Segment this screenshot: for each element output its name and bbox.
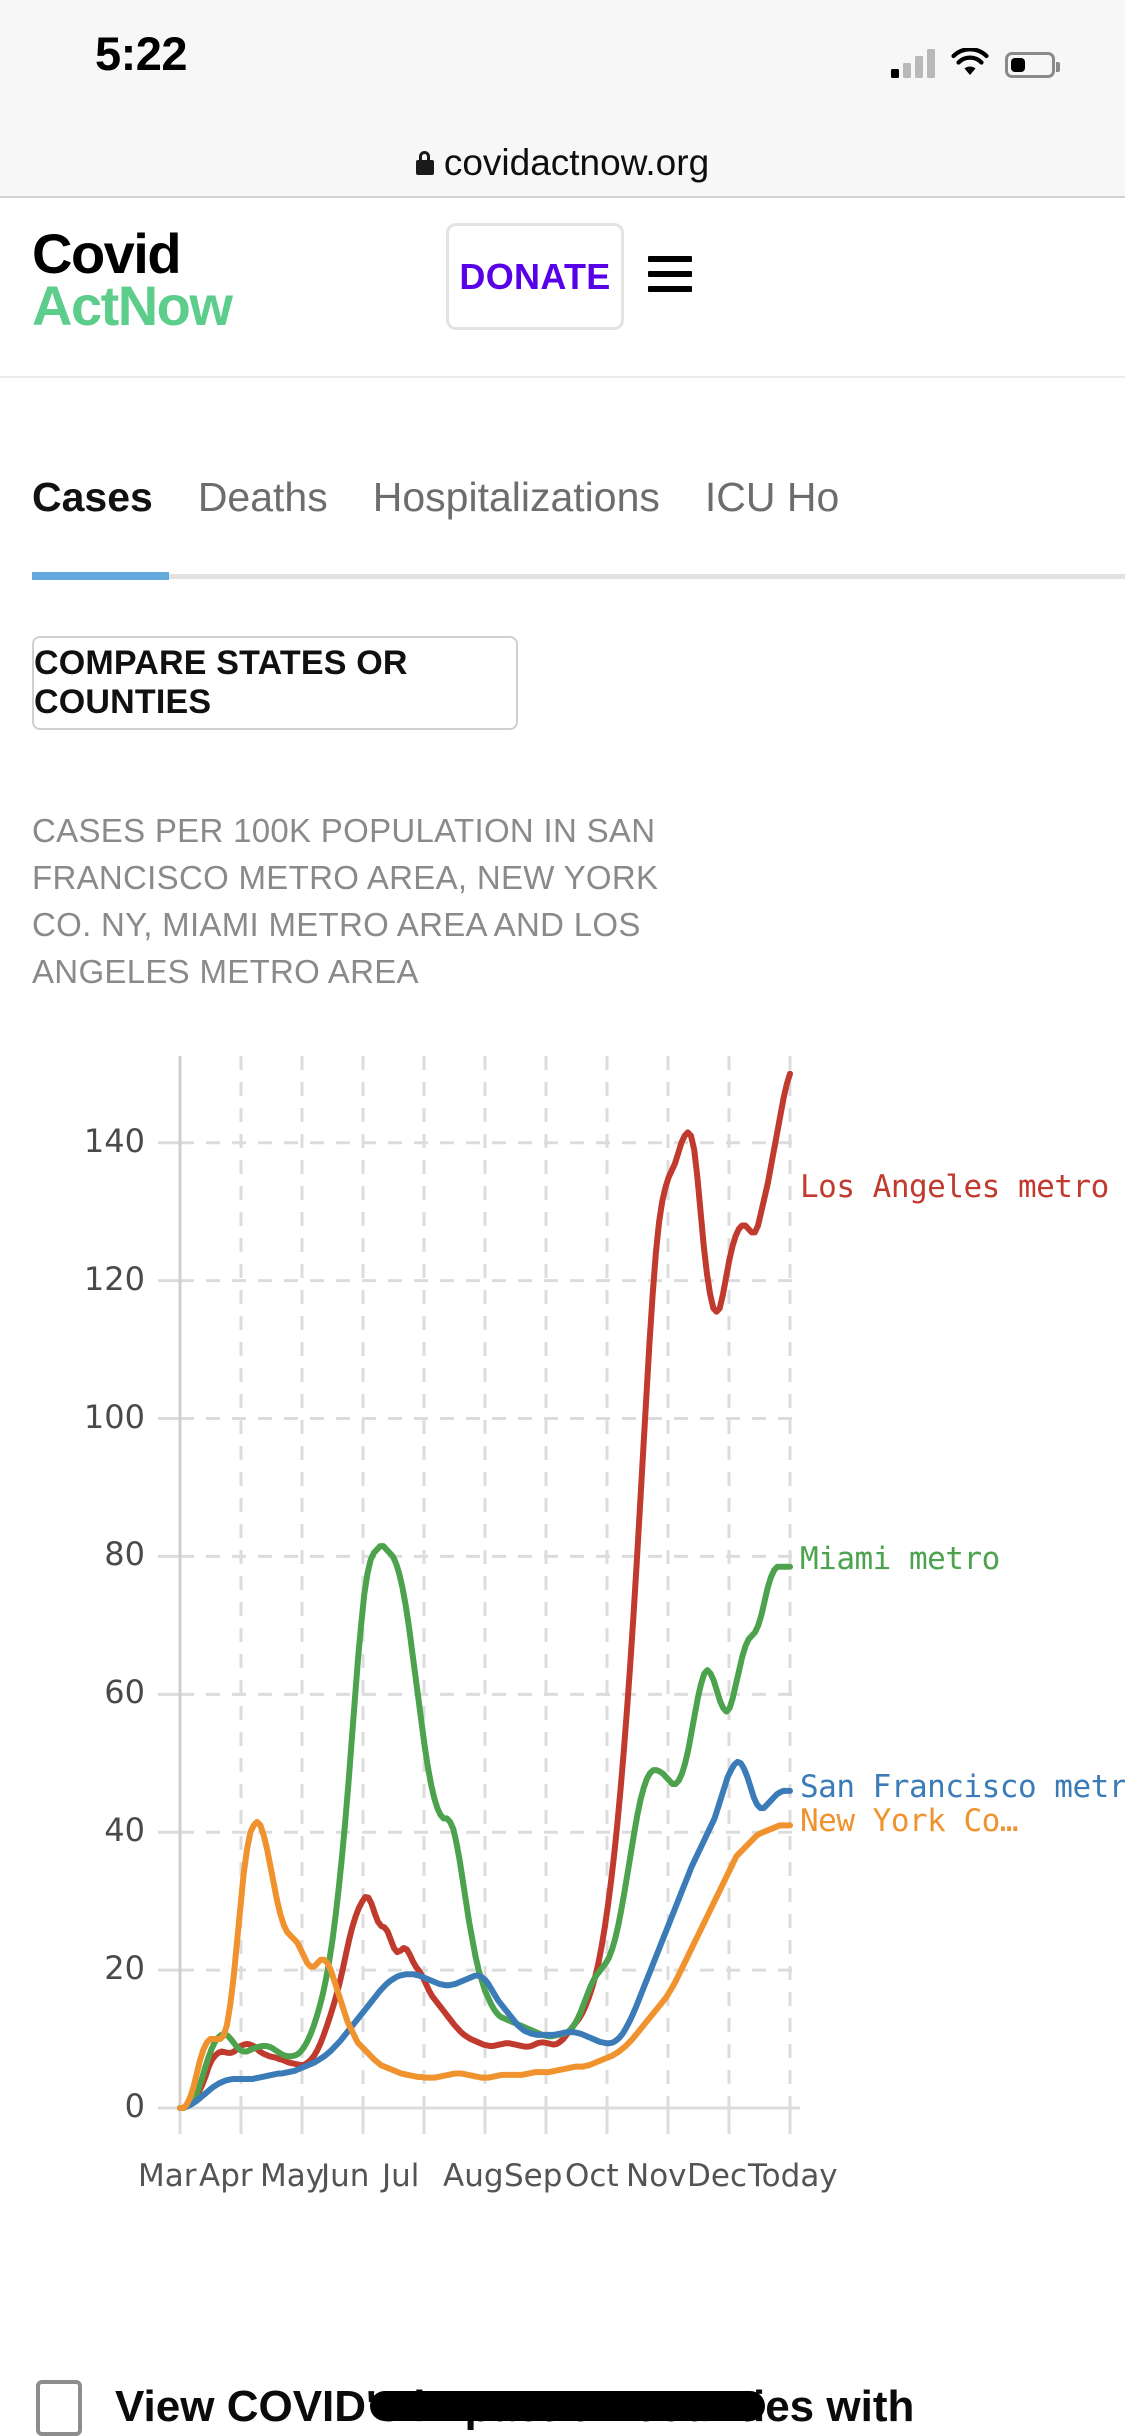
- home-indicator: [370, 2391, 765, 2421]
- chart-y-tick: 40: [104, 1811, 145, 1850]
- site-logo[interactable]: Covid ActNow: [32, 222, 233, 337]
- chart-series-label: Miami metro: [800, 1541, 1000, 1578]
- chart-heading: CASES PER 100K POPULATION IN SAN FRANCIS…: [32, 812, 659, 990]
- ios-status-bar: 5:22: [0, 0, 1125, 130]
- tab-deaths[interactable]: Deaths: [197, 474, 328, 520]
- chart-x-tick: May: [260, 2158, 325, 2194]
- chart-x-tick: Aug: [443, 2158, 504, 2194]
- browser-url-bar[interactable]: covidactnow.org: [0, 130, 1125, 198]
- status-bar-clock: 5:22: [95, 27, 188, 80]
- chart-x-tick: Today: [748, 2158, 838, 2194]
- counties-checkbox[interactable]: [36, 2380, 82, 2436]
- chart-y-tick: 80: [104, 1535, 145, 1574]
- logo-line-actnow: ActNow: [32, 273, 233, 337]
- wifi-icon: [951, 48, 989, 78]
- chart-series-label: New York Co…: [800, 1803, 1018, 1840]
- chart-x-tick: Sep: [504, 2158, 563, 2194]
- logo-line-covid: Covid: [32, 222, 182, 285]
- hamburger-menu-icon[interactable]: [648, 256, 692, 292]
- metric-tabs: Cases Deaths Hospitalizations ICU Ho: [32, 468, 1125, 580]
- cellular-signal-icon: [891, 48, 935, 78]
- tabs-divider: [32, 574, 1125, 579]
- chart-x-tick: Mar: [138, 2158, 197, 2194]
- chart-y-tick: 0: [124, 2087, 145, 2125]
- tab-hospitalizations[interactable]: Hospitalizations: [372, 474, 660, 520]
- chart-series-label: San Francisco metro: [800, 1768, 1125, 1805]
- lock-icon: [415, 151, 434, 175]
- url-text: covidactnow.org: [443, 142, 710, 183]
- chart-plot-svg: [158, 1056, 800, 2134]
- status-bar-indicators: [891, 38, 1060, 78]
- tab-icu-hospitalizations[interactable]: ICU Ho: [704, 474, 840, 520]
- chart-x-tick: Jun: [321, 2158, 370, 2194]
- donate-button[interactable]: DONATE: [446, 223, 624, 330]
- chart-y-tick: 100: [83, 1397, 145, 1436]
- compare-states-or-counties-button[interactable]: COMPARE STATES OR COUNTIES: [32, 636, 518, 730]
- chart-series-label: Los Angeles metro: [800, 1169, 1109, 1205]
- chart-x-tick: Nov: [626, 2158, 687, 2194]
- site-header: Covid ActNow DONATE: [0, 200, 1125, 378]
- chart-x-tick: Apr: [199, 2158, 253, 2194]
- chart-y-tick: 20: [104, 1949, 145, 1988]
- chart-y-tick: 60: [104, 1673, 145, 1712]
- battery-icon: [1005, 52, 1060, 78]
- chart-x-tick: Dec: [687, 2158, 747, 2194]
- chart-y-tick: 120: [83, 1259, 145, 1298]
- chart-x-tick: Jul: [382, 2158, 420, 2194]
- chart-y-tick: 140: [83, 1121, 145, 1160]
- tab-cases[interactable]: Cases: [32, 474, 153, 520]
- cases-per-100k-line-chart[interactable]: 0 20 40 60 80 100 120 140 Mar Apr May Jun Jul Aug Sep…: [0, 1050, 1125, 2194]
- chart-x-tick: Oct: [565, 2158, 619, 2194]
- tab-active-underline: [32, 572, 169, 580]
